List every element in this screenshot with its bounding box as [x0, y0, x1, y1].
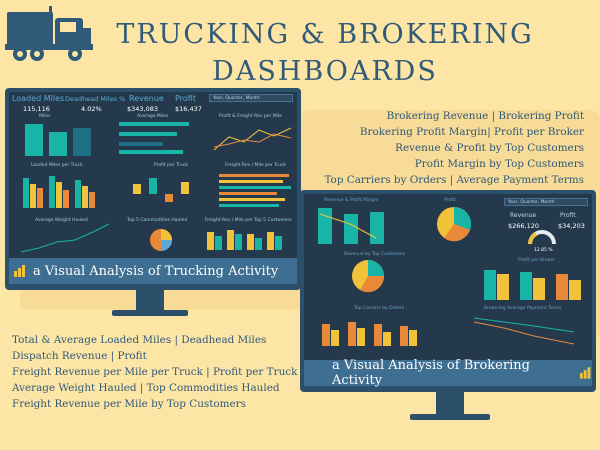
trucking-feature-5: Freight Revenue per Mile by Top Customer…: [12, 398, 246, 410]
trucking-feature-list: Total & Average Loaded Miles | Deadhead …: [12, 332, 312, 412]
brokering-panel-title-6: Brokering Average Payment Terms: [484, 306, 562, 311]
page-title-line-2: DASHBOARDS: [212, 56, 438, 87]
brokering-kpi-label-2: Profit: [560, 212, 576, 219]
brokering-panel-title-5: Top Carriers by Orders: [354, 306, 405, 311]
brokering-feature-1: Brokering Revenue | Brokering Profit: [386, 110, 584, 122]
trucking-panel-title-7: Average Weight Hauled: [35, 218, 88, 223]
trucking-date-dropdown[interactable]: Year, Quarter, Month: [209, 94, 293, 102]
trucking-kpi-label-4: Profit: [175, 94, 196, 103]
brokering-monitor-base: [410, 414, 490, 420]
brokering-feature-4: Profit Margin by Top Customers: [414, 158, 584, 170]
trucking-kpi-value-2: 4.02%: [81, 105, 102, 113]
trucking-mini-charts: [20, 122, 292, 253]
trucking-panel-title-9: Freight Rev / Mile per Top 5 Customers: [205, 218, 292, 223]
trucking-panel-title-4: Loaded Miles per Truck: [31, 163, 83, 168]
brokering-date-dropdown[interactable]: Year, Quarter, Month: [504, 198, 588, 206]
trucking-dashboard-screen: Loaded Miles 115,116 Deadhead Miles % 4.…: [9, 92, 297, 258]
truck-icon: [5, 6, 93, 61]
brokering-gauge-value: 12.85 %: [534, 248, 553, 253]
trucking-panel-title-2: Average Miles: [137, 114, 169, 119]
trucking-kpi-label-2: Deadhead Miles %: [65, 95, 126, 103]
trucking-feature-4: Average Weight Hauled | Top Commodities …: [12, 382, 280, 394]
brokering-feature-list: Brokering Revenue | Brokering Profit Bro…: [310, 108, 584, 188]
trucking-feature-3: Freight Revenue per Mile per Truck | Pro…: [12, 366, 298, 378]
power-bi-icon: [14, 265, 25, 277]
trucking-panel-title-1: Miles: [39, 114, 51, 119]
trucking-kpi-label-1: Loaded Miles: [12, 94, 65, 103]
brokering-feature-3: Revenue & Profit by Top Customers: [395, 142, 584, 154]
trucking-kpi-label-3: Revenue: [129, 94, 164, 103]
trucking-feature-2: Dispatch Revenue | Profit: [12, 350, 147, 362]
brokering-kpi-value-1: $266,120: [508, 222, 540, 230]
brokering-caption-bar: a Visual Analysis of Brokering Activity: [304, 358, 592, 388]
brokering-panel-title-1: Revenue & Profit Margin: [324, 198, 379, 203]
trucking-feature-1: Total & Average Loaded Miles | Deadhead …: [12, 334, 267, 346]
trucking-caption: a Visual Analysis of Trucking Activity: [33, 263, 279, 279]
trucking-kpi-value-3: $343,083: [127, 105, 159, 113]
trucking-kpi-value-1: 115,116: [23, 105, 50, 113]
brokering-panel-title-2: Profit: [444, 198, 456, 203]
brokering-kpi-label-1: Revenue: [510, 212, 537, 219]
trucking-kpi-value-4: $16,437: [175, 105, 202, 113]
brokering-caption: a Visual Analysis of Brokering Activity: [332, 358, 530, 388]
trucking-monitor-stand: [136, 290, 164, 312]
brokering-feature-2: Brokering Profit Margin| Profit per Brok…: [359, 126, 584, 138]
brokering-dashboard-screen: Revenue & Profit Margin Profit Year, Qua…: [304, 194, 592, 360]
trucking-panel-title-6: Freight Rev / Mile per Truck: [225, 163, 287, 168]
brokering-feature-5: Top Carriers by Orders | Average Payment…: [324, 174, 584, 186]
power-bi-icon: [579, 367, 591, 379]
trucking-panel-title-8: Top 5 Commodities Hauled: [127, 218, 188, 223]
miles-bars: [25, 124, 91, 156]
brokering-panel-title-3: Revenue by Top Customers: [344, 252, 406, 257]
brokering-kpi-value-2: $34,203: [558, 222, 585, 230]
trucking-panel-title-3: Profit & Freight Rev per Mile: [219, 114, 282, 119]
brokering-panel-title-4: Profit per Broker: [518, 258, 555, 263]
trucking-caption-bar: a Visual Analysis of Trucking Activity: [9, 258, 297, 284]
page-title-line-1: TRUCKING & BROKERING: [116, 19, 534, 50]
brokering-monitor-stand: [436, 392, 464, 416]
brokering-mini-charts: [318, 206, 581, 346]
trucking-monitor-base: [112, 310, 188, 316]
trucking-panel-title-5: Profit per Truck: [154, 163, 188, 168]
